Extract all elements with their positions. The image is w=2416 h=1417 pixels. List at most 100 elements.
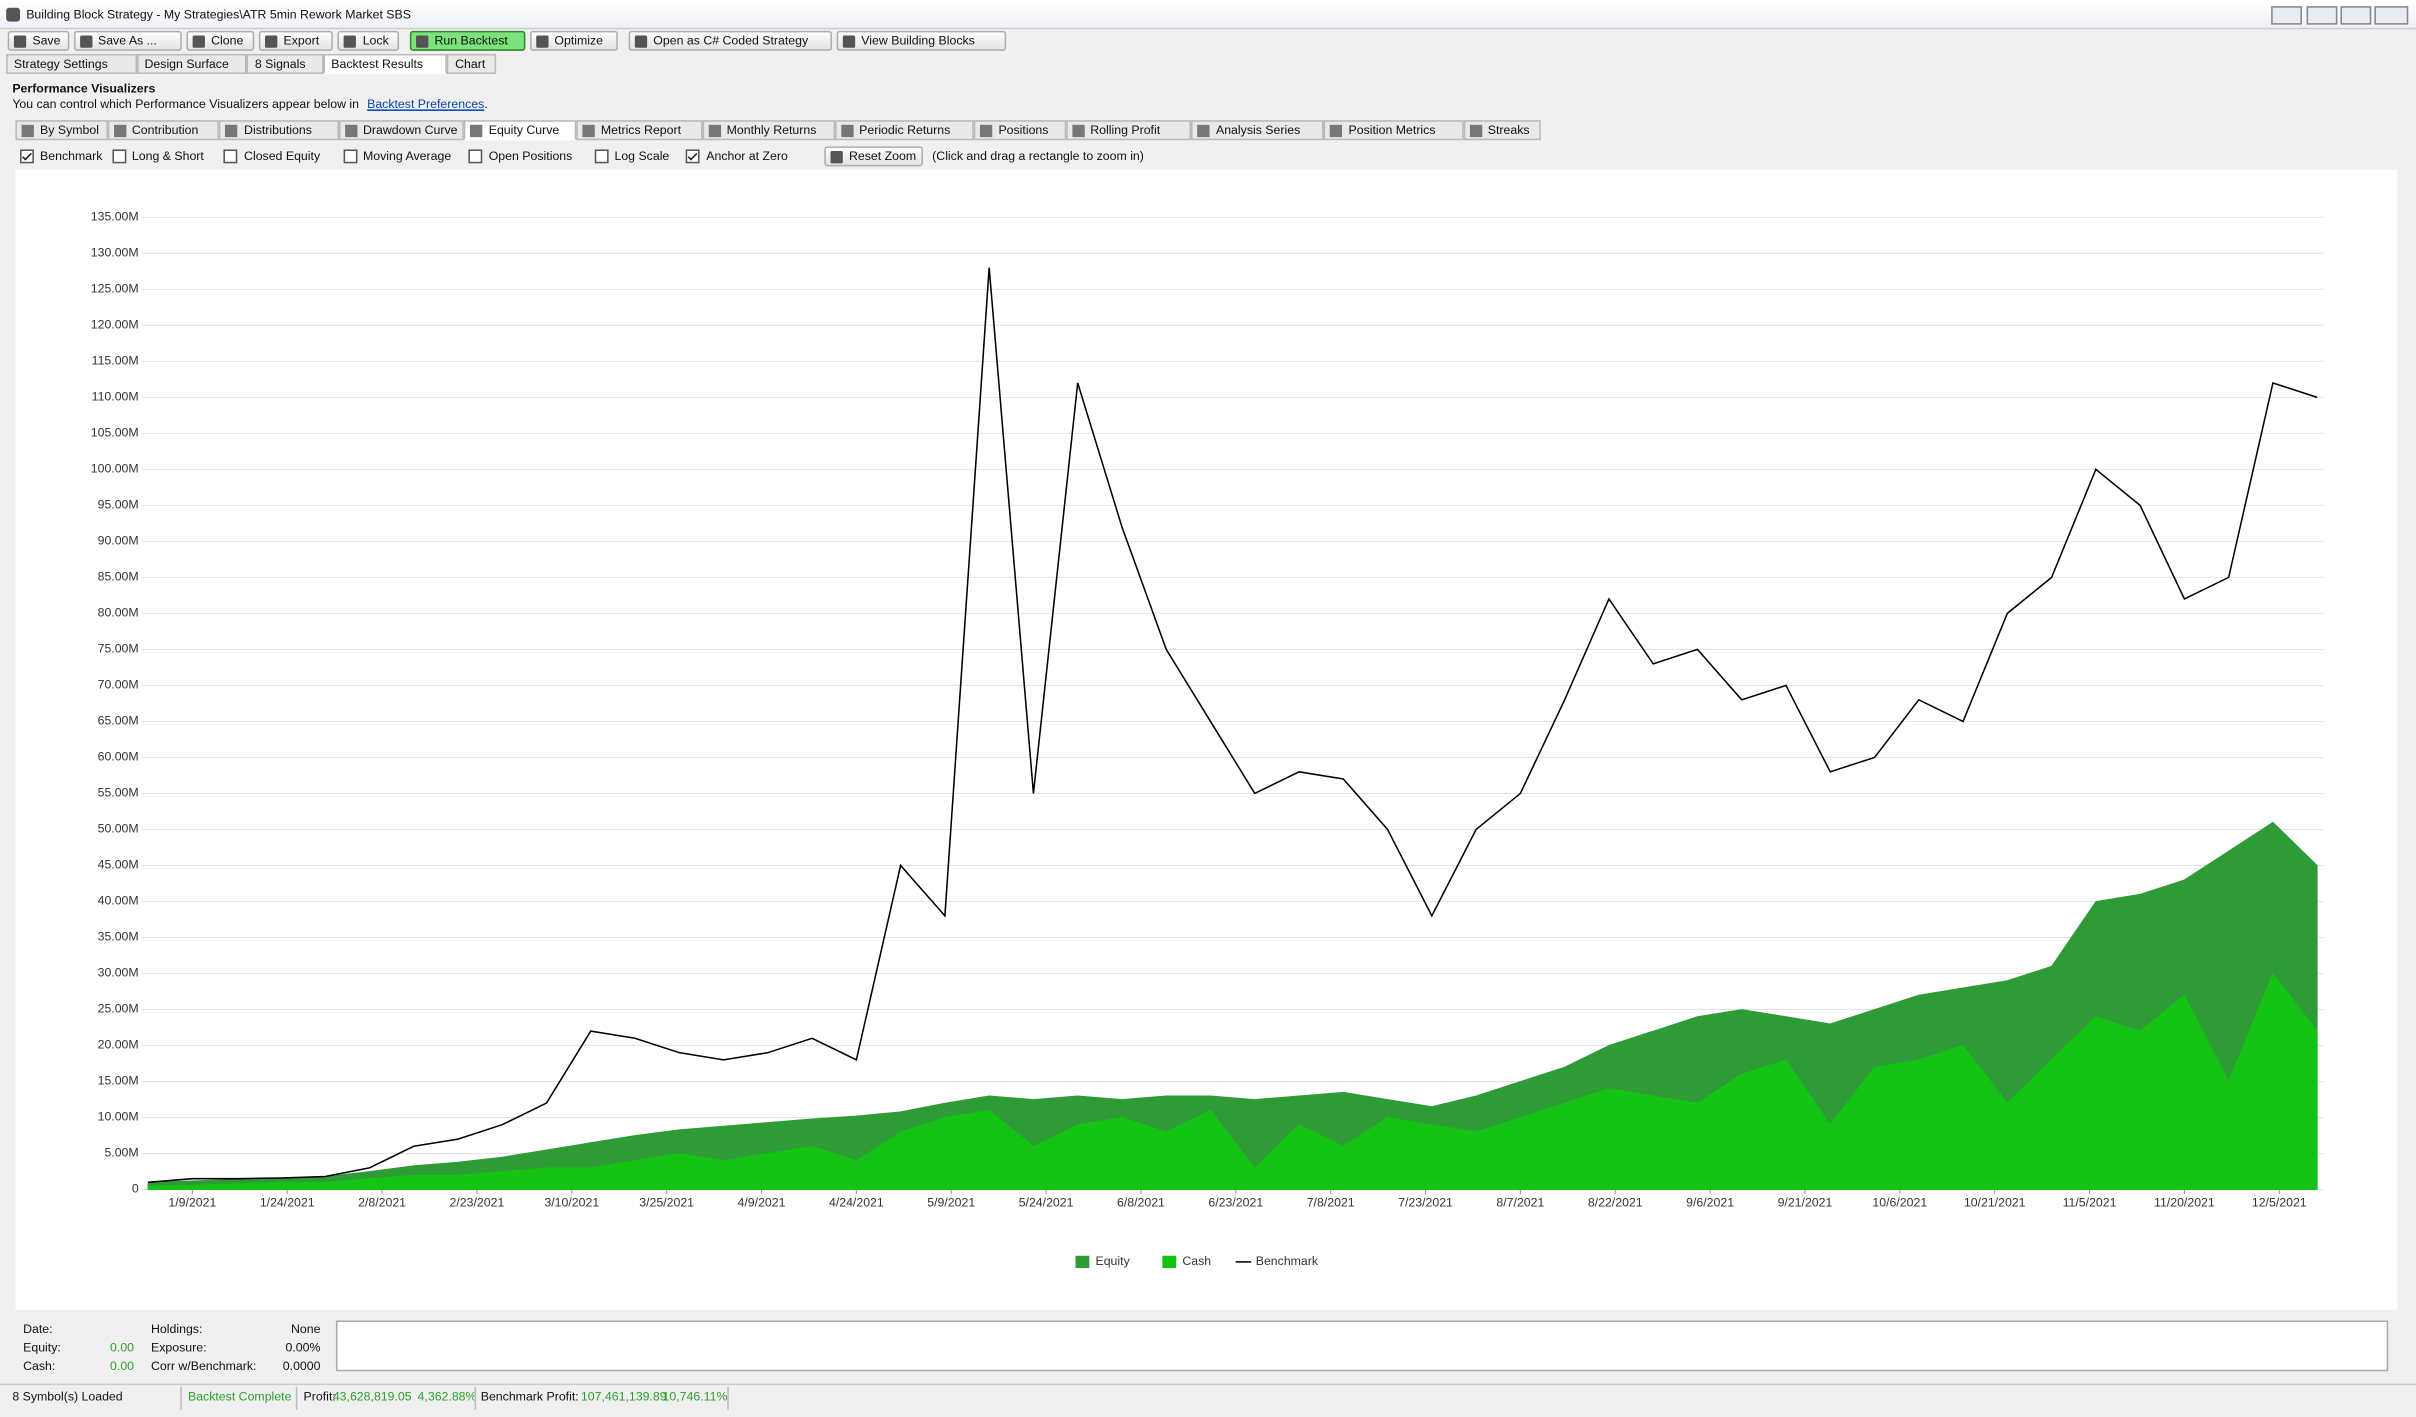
checkbox[interactable]: Open Positions: [468, 149, 595, 164]
visualizer-tab[interactable]: Positions: [973, 120, 1066, 141]
close-button[interactable]: [2374, 6, 2409, 25]
button-icon: [344, 35, 357, 48]
checkbox[interactable]: Log Scale: [594, 149, 686, 164]
visualizer-tab[interactable]: Analysis Series: [1191, 120, 1324, 141]
minimize-button[interactable]: [2306, 6, 2338, 25]
visualizer-tab[interactable]: By Symbol: [15, 120, 108, 141]
checkbox-box: [111, 149, 126, 164]
y-tick-label: 40.00M: [98, 894, 139, 908]
tab-icon: [1329, 124, 1343, 138]
status-separator: [180, 1386, 182, 1410]
visualizer-tab[interactable]: Metrics Report: [576, 120, 702, 141]
y-tick-label: 125.00M: [91, 282, 139, 296]
note-text: You can control which Performance Visual…: [12, 97, 360, 111]
checkbox[interactable]: Moving Average: [342, 149, 469, 164]
tab-icon: [113, 124, 126, 138]
x-tick-label: 5/24/2021: [1019, 1196, 1074, 1210]
reset-zoom-button[interactable]: Reset Zoom: [824, 146, 923, 167]
info-text: Corr w/Benchmark:: [150, 1358, 257, 1373]
visualizer-tab[interactable]: Periodic Returns: [834, 120, 974, 141]
toolbar-button[interactable]: Optimize: [529, 30, 618, 51]
checkbox-box: [20, 149, 34, 164]
visualizer-tab[interactable]: Equity Curve: [464, 120, 577, 141]
maximize-button[interactable]: [2340, 6, 2372, 25]
visualizer-tab[interactable]: Rolling Profit: [1065, 120, 1192, 141]
status-text: 8 Symbol(s) Loaded: [12, 1389, 123, 1404]
checkbox-label: Benchmark: [40, 149, 103, 164]
tab-label: Streaks: [1487, 123, 1530, 138]
toolbar-button[interactable]: Save As ...: [73, 30, 182, 51]
checkbox-box: [686, 149, 701, 164]
visualizer-tab[interactable]: Position Metrics: [1323, 120, 1464, 141]
visualizer-tab[interactable]: Monthly Returns: [701, 120, 835, 141]
x-tick-label: 5/9/2021: [927, 1196, 975, 1210]
y-tick-label: 90.00M: [98, 534, 139, 548]
status-text: Backtest Complete: [187, 1389, 292, 1404]
checkbox[interactable]: Anchor at Zero: [686, 149, 812, 164]
visualizer-tab[interactable]: Streaks: [1463, 120, 1542, 141]
tab-icon: [708, 124, 721, 138]
y-tick-label: 5.00M: [104, 1146, 138, 1160]
toolbar-button[interactable]: View Building Blocks: [836, 30, 1007, 51]
checkbox[interactable]: Long & Short: [111, 149, 224, 164]
status-separator: [727, 1386, 729, 1410]
area: [147, 972, 2318, 1190]
checkbox-label: Open Positions: [488, 149, 573, 164]
help-button[interactable]: [2271, 6, 2302, 25]
toolbar-button[interactable]: Open as C# Coded Strategy: [628, 30, 833, 51]
note-end: .: [484, 97, 488, 111]
checkbox-label: Anchor at Zero: [706, 149, 788, 164]
info-text: 0.00: [110, 1340, 135, 1355]
checkbox[interactable]: Closed Equity: [224, 149, 343, 164]
y-tick-label: 120.00M: [91, 318, 139, 332]
tab[interactable]: Chart: [447, 53, 497, 74]
visualizer-tab[interactable]: Drawdown Curve: [338, 120, 465, 141]
button-icon: [13, 35, 27, 48]
toolbar-button[interactable]: Export: [258, 30, 334, 51]
status-separator: [295, 1386, 298, 1410]
tab-icon: [582, 124, 595, 138]
y-tick-label: 10.00M: [98, 1110, 139, 1124]
preferences-link[interactable]: Backtest Preferences: [367, 97, 485, 111]
info-text: Exposure:: [150, 1340, 207, 1355]
legend-swatch: [1162, 1255, 1177, 1269]
visualizer-tab[interactable]: Distributions: [219, 120, 339, 141]
toolbar-button[interactable]: Lock: [338, 30, 400, 51]
toolbar-button[interactable]: Save: [7, 30, 69, 51]
info-text: 0.0000: [282, 1358, 321, 1373]
tab[interactable]: 8 Signals: [247, 53, 324, 74]
info-text: Cash:: [23, 1358, 56, 1373]
x-tick-label: 10/21/2021: [1964, 1196, 2026, 1210]
x-tick-label: 1/24/2021: [260, 1196, 315, 1210]
tab-label: By Symbol: [40, 123, 99, 138]
checkbox-box: [224, 149, 238, 164]
x-tick-label: 8/7/2021: [1496, 1196, 1544, 1210]
info-text: Holdings:: [150, 1322, 203, 1336]
chart: 0 5.00M 10.00M 15.00M 20.00M 25.00M 30.00M 35.0…: [91, 210, 2324, 1269]
button-label: Optimize: [554, 33, 604, 48]
tab[interactable]: Backtest Results: [323, 53, 448, 74]
tab-icon: [225, 124, 238, 138]
x-tick-label: 9/21/2021: [1778, 1196, 1833, 1210]
visualizer-tab[interactable]: Contribution: [107, 120, 220, 141]
tab[interactable]: Design Surface: [136, 53, 248, 74]
tab-icon: [979, 124, 993, 138]
button-label: View Building Blocks: [861, 33, 975, 48]
zoom-hint: (Click and drag a rectangle to zoom in): [932, 149, 1144, 164]
x-tick-label: 2/8/2021: [358, 1196, 406, 1210]
button-label: Save As ...: [97, 33, 157, 48]
info-text: Equity:: [23, 1340, 61, 1355]
y-tick-label: 20.00M: [98, 1038, 139, 1052]
x-tick-label: 9/6/2021: [1686, 1196, 1734, 1210]
checkbox[interactable]: Benchmark: [20, 149, 112, 164]
toolbar-button[interactable]: Run Backtest: [409, 30, 526, 51]
x-tick-label: 4/24/2021: [829, 1196, 884, 1210]
tab[interactable]: Strategy Settings: [6, 53, 137, 74]
button-icon: [535, 35, 549, 48]
legend-label: Benchmark: [1256, 1254, 1319, 1268]
y-tick-label: 95.00M: [98, 498, 139, 512]
x-tick-label: 11/20/2021: [2154, 1196, 2215, 1210]
button-label: Reset Zoom: [848, 149, 917, 164]
toolbar-button[interactable]: Clone: [186, 30, 255, 51]
